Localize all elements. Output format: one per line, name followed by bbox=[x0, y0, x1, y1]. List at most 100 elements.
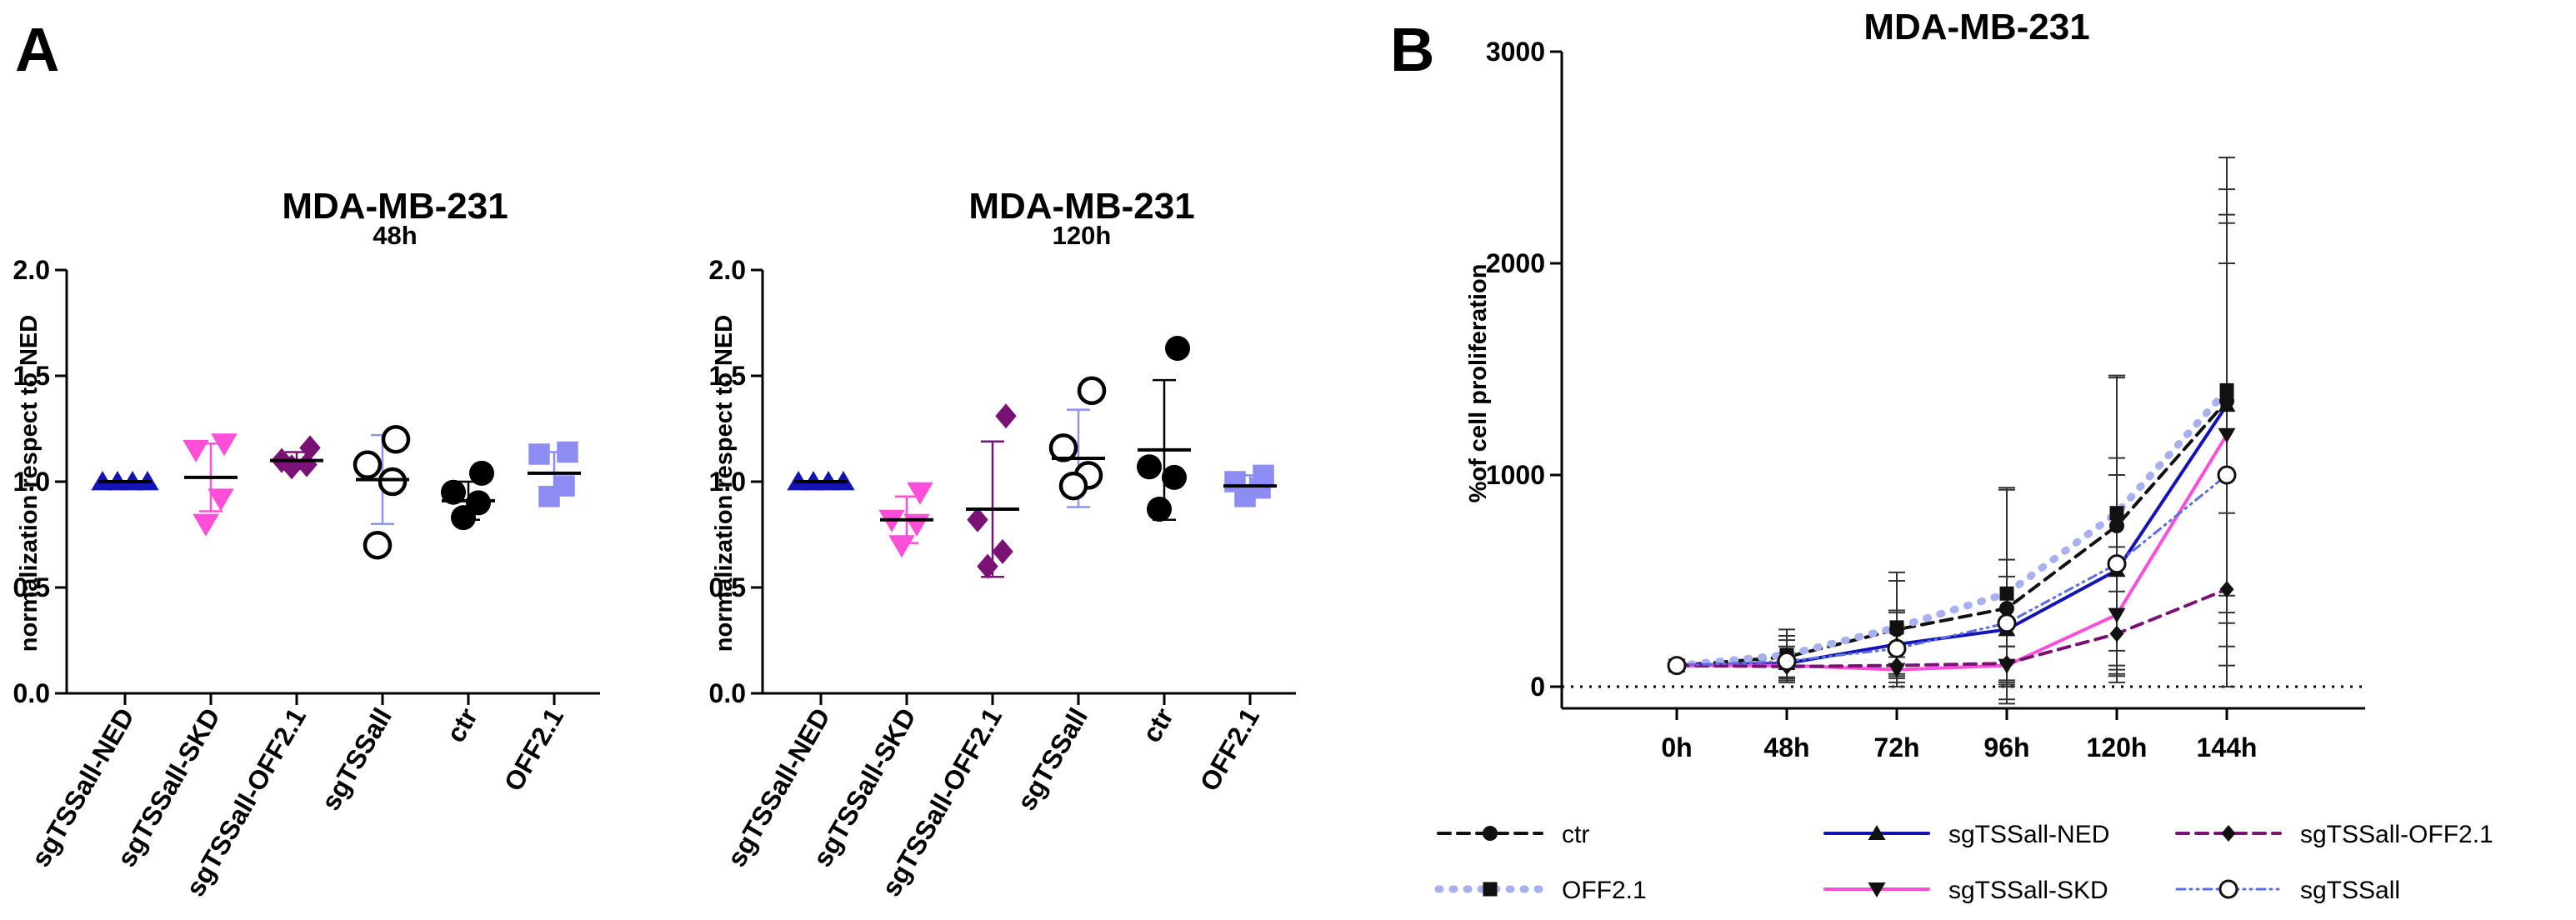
data-point-sgtssall-ned bbox=[2218, 397, 2236, 412]
chart-subtitle: 120h bbox=[1053, 221, 1112, 250]
panel-label-a: A bbox=[15, 15, 59, 84]
x-tick-label: sgTSSall bbox=[1011, 703, 1093, 816]
data-point-sgtssall-off2-1 bbox=[2109, 625, 2124, 642]
data-point-off2-1 bbox=[538, 486, 560, 508]
legend-marker-sgtssall-off2-1 bbox=[2221, 825, 2236, 842]
data-point-off2-1 bbox=[557, 441, 578, 463]
line-chart-proliferation: MDA-MB-231 %of cell proliferation 0 1000 2… bbox=[1465, 7, 2365, 762]
data-point-sgtssall bbox=[353, 450, 383, 479]
data-point-sgtssall bbox=[2217, 465, 2237, 485]
y-tick-label: 1.5 bbox=[13, 361, 50, 391]
x-tick-label: 144h bbox=[2197, 732, 2258, 762]
data-point-sgtssall-skd bbox=[183, 439, 209, 462]
x-tick-label: 0h bbox=[1661, 732, 1692, 762]
y-tick-label: 2.0 bbox=[709, 255, 746, 285]
panel-label-b: B bbox=[1390, 15, 1434, 84]
data-point-sgtssall-off2-1 bbox=[967, 507, 988, 532]
x-tick-label: 72h bbox=[1873, 732, 1919, 762]
scatter-chart-48h: MDA-MB-231 48h normalization respect to … bbox=[13, 186, 600, 902]
data-point-sgtssall bbox=[1997, 613, 2017, 633]
data-point-sgtssall-off2-1 bbox=[977, 553, 998, 579]
y-tick-label: 0 bbox=[1530, 672, 1545, 702]
x-tick-label: ctr bbox=[440, 703, 483, 748]
chart-title: MDA-MB-231 bbox=[282, 186, 508, 227]
scatter-chart-120h: MDA-MB-231 120h normalization respect to… bbox=[709, 186, 1296, 902]
y-axis-label: normalization respect to NED bbox=[16, 315, 43, 652]
data-point-sgtssall bbox=[378, 467, 408, 497]
data-point-off2-1 bbox=[2109, 506, 2124, 521]
data-point-sgtssall-off2-1 bbox=[2219, 581, 2234, 598]
legend-marker-sgtssall-ned bbox=[1868, 825, 1886, 840]
legend-marker-sgtssall-skd bbox=[1868, 882, 1886, 898]
data-point-ctr bbox=[1165, 335, 1190, 361]
data-point-ctr bbox=[1137, 454, 1162, 480]
data-point-sgtssall-off2-1 bbox=[1889, 657, 1904, 674]
legend-label-ctr: ctr bbox=[1562, 821, 1589, 848]
data-point-sgtssall-off2-1 bbox=[992, 538, 1013, 564]
data-point-sgtssall-skd bbox=[888, 535, 915, 558]
series-line-sgtssall-ned bbox=[1675, 403, 2228, 668]
data-point-sgtssall bbox=[1077, 376, 1107, 406]
y-tick-label: 0.0 bbox=[709, 678, 746, 708]
chart-subtitle: 48h bbox=[373, 221, 417, 250]
data-point-sgtssall bbox=[2107, 554, 2127, 574]
y-tick-label: 0.5 bbox=[709, 572, 746, 602]
legend-label-sgtssall: sgTSSall bbox=[2300, 877, 2400, 904]
y-tick-label: 1.5 bbox=[709, 361, 746, 391]
data-point-sgtssall-skd bbox=[2108, 608, 2126, 623]
legend-label-sgtssall-off2-1: sgTSSall-OFF2.1 bbox=[2300, 821, 2493, 848]
legend-marker-ctr bbox=[1483, 826, 1498, 841]
series-line-sgtssall-skd bbox=[1675, 432, 2228, 672]
data-point-off2-1 bbox=[1889, 620, 1904, 635]
x-tick-label: ctr bbox=[1136, 703, 1179, 748]
data-point-sgtssall bbox=[1777, 652, 1797, 672]
data-point-sgtssall bbox=[1058, 471, 1088, 501]
data-point-sgtssall-off2-1 bbox=[1999, 655, 2014, 672]
x-tick-label: sgTSSall bbox=[315, 703, 398, 816]
data-point-sgtssall-off2-1 bbox=[995, 403, 1017, 429]
data-point-sgtssall bbox=[1667, 656, 1687, 676]
data-point-ctr bbox=[451, 505, 476, 531]
data-point-ctr bbox=[469, 460, 494, 486]
data-point-sgtssall-skd bbox=[2218, 428, 2236, 443]
data-point-sgtssall-skd bbox=[193, 513, 219, 537]
data-point-sgtssall bbox=[1887, 638, 1907, 658]
data-point-off2-1 bbox=[2219, 382, 2234, 398]
data-point-sgtssall-off2-1 bbox=[296, 452, 318, 478]
data-point-sgtssall-skd bbox=[208, 488, 234, 512]
data-point-ctr bbox=[1147, 497, 1172, 522]
series-line-sgtssall-off2-1 bbox=[1675, 588, 2228, 668]
y-tick-label: 0.0 bbox=[13, 678, 50, 708]
series-line-off2-1 bbox=[1673, 386, 2231, 670]
data-point-off2-1 bbox=[1234, 486, 1256, 508]
y-tick-label: 1000 bbox=[1486, 460, 1545, 490]
data-point-off2-1 bbox=[1999, 586, 2014, 601]
y-axis-label: %of cell proliferation bbox=[1465, 264, 1492, 503]
data-point-sgtssall bbox=[381, 424, 411, 454]
data-point-sgtssall bbox=[363, 530, 393, 560]
legend-label-sgtssall-ned: sgTSSall-NED bbox=[1948, 821, 2109, 848]
y-axis-label: normalization respect to NED bbox=[711, 315, 738, 652]
x-tick-label: OFF2.1 bbox=[498, 703, 569, 797]
chart-title: MDA-MB-231 bbox=[1863, 7, 2089, 48]
data-point-off2-1 bbox=[528, 443, 550, 465]
series-line-sgtssall bbox=[1675, 473, 2228, 668]
y-tick-label: 0.5 bbox=[13, 572, 50, 602]
legend: ctr sgTSSall-NED sgTSSall-OFF2.1 OFF2.1 sgTS… bbox=[1434, 821, 2493, 904]
data-point-ctr bbox=[2109, 518, 2124, 533]
data-point-ctr bbox=[1162, 464, 1187, 490]
data-point-sgtssall-skd bbox=[211, 433, 238, 457]
y-tick-label: 1.0 bbox=[709, 467, 746, 497]
data-point-ctr bbox=[1999, 601, 2014, 617]
data-point-ctr bbox=[441, 479, 466, 505]
y-tick-label: 2000 bbox=[1486, 248, 1545, 278]
data-point-sgtssall-skd bbox=[907, 482, 933, 505]
x-tick-label: 96h bbox=[1983, 732, 2029, 762]
series-line-ctr bbox=[1675, 399, 2228, 668]
x-tick-label: OFF2.1 bbox=[1194, 703, 1265, 797]
y-tick-label: 2.0 bbox=[13, 255, 50, 285]
chart-title: MDA-MB-231 bbox=[968, 186, 1194, 227]
x-tick-label: 48h bbox=[1763, 732, 1809, 762]
x-tick-label: 120h bbox=[2087, 732, 2148, 762]
